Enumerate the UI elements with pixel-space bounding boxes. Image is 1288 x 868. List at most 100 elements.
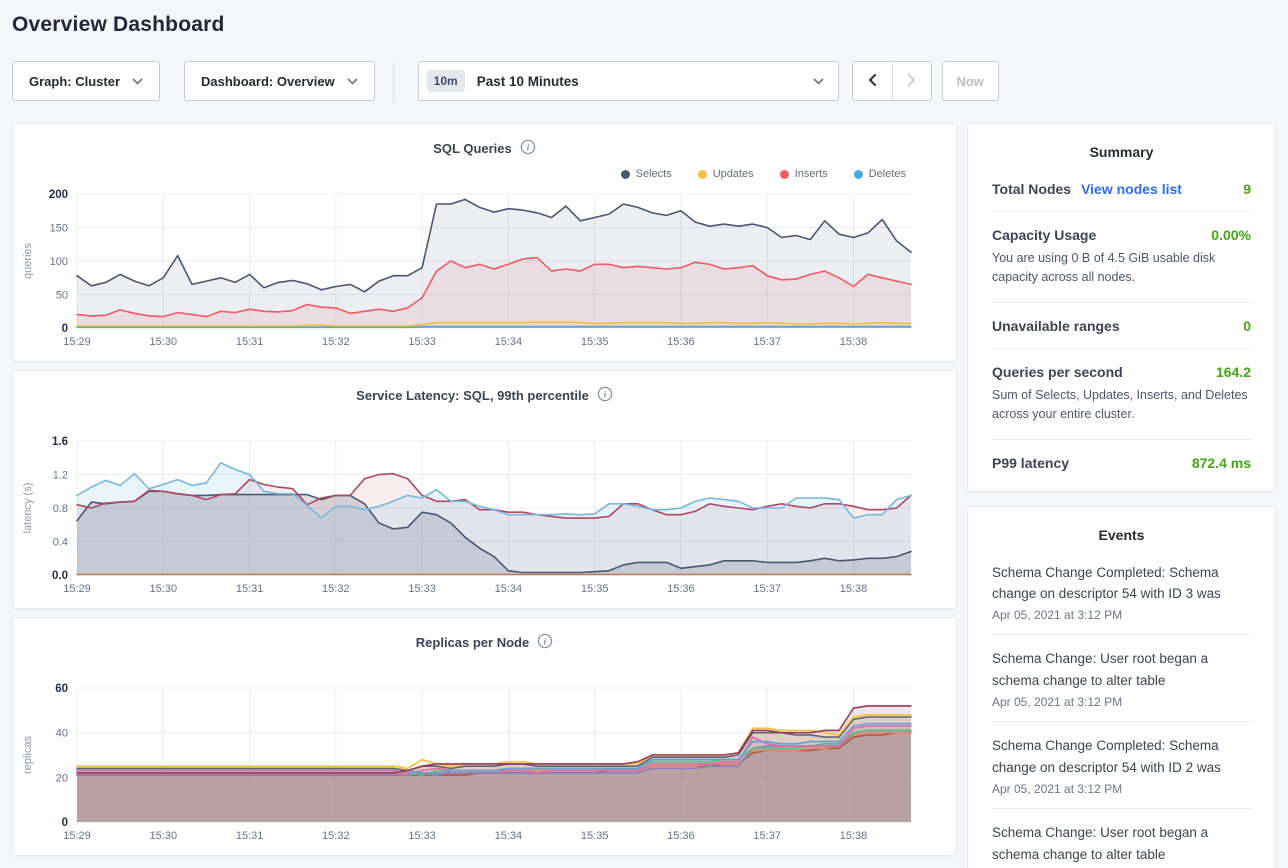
events-title: Events (1098, 526, 1145, 543)
chevron-down-icon (813, 77, 824, 85)
time-step-buttons (851, 61, 932, 101)
svg-text:15:31: 15:31 (236, 830, 264, 842)
svg-text:15:33: 15:33 (408, 336, 436, 348)
event-item: Schema Change: User root began a schema … (992, 809, 1251, 868)
chart-title: Service Latency: SQL, 99th percentile (356, 387, 589, 403)
summary-value: 872.4 ms (1191, 454, 1251, 471)
svg-text:0: 0 (62, 817, 68, 829)
chevron-left-icon (866, 73, 878, 90)
summary-label: Unavailable ranges (992, 317, 1120, 334)
summary-label: Total Nodes (992, 181, 1072, 197)
event-timestamp: Apr 05, 2021 at 3:12 PM (992, 608, 1123, 623)
chart-card-sql-queries: SQL Queries i Selects Updates Inserts Delet… (12, 123, 957, 362)
legend-dot (697, 169, 707, 179)
legend-item[interactable]: Selects (620, 166, 672, 182)
dashboard-dropdown-label: Dashboard: Overview (201, 73, 335, 89)
svg-text:15:31: 15:31 (236, 336, 264, 348)
chart-legend (13, 660, 906, 676)
page-title: Overview Dashboard (12, 13, 225, 36)
summary-row-total-nodes: Total Nodes View nodes list 9 (992, 166, 1251, 212)
graph-dropdown[interactable]: Graph: Cluster (12, 61, 161, 101)
svg-text:15:38: 15:38 (840, 830, 868, 842)
svg-text:0.0: 0.0 (52, 570, 68, 582)
svg-text:queries: queries (22, 242, 34, 279)
svg-text:15:33: 15:33 (408, 830, 436, 842)
info-icon[interactable]: i (597, 386, 613, 405)
replicas-per-node-chart[interactable]: 0 20 40 60 15:29 15:30 15:31 15:32 15:33 15:34 15:… (17, 680, 953, 848)
time-range-picker[interactable]: 10m Past 10 Minutes (417, 61, 839, 101)
chart-title: SQL Queries (433, 140, 512, 156)
svg-text:15:38: 15:38 (840, 336, 868, 348)
service-latency-chart[interactable]: 0.0 0.4 0.8 1.2 1.6 15:29 15:30 15:31 15:32 15:33… (17, 433, 953, 601)
legend-dot (853, 169, 863, 179)
legend-item[interactable]: Updates (697, 166, 754, 182)
summary-description: You are using 0 B of 4.5 GiB usable disk… (992, 251, 1216, 285)
info-icon[interactable]: i (537, 633, 553, 652)
legend-item[interactable]: Inserts (779, 166, 828, 182)
event-message: Schema Change: User root began a schema … (992, 824, 1209, 862)
svg-text:15:37: 15:37 (753, 583, 781, 595)
event-item: Schema Change Completed: Schema change o… (992, 722, 1251, 809)
summary-row-queries-per-second: Queries per second 164.2 Sum of Selects,… (992, 349, 1251, 440)
event-timestamp: Apr 05, 2021 at 3:12 PM (992, 694, 1123, 709)
svg-text:15:34: 15:34 (495, 583, 523, 595)
summary-label: Queries per second (992, 363, 1123, 380)
svg-text:15:37: 15:37 (753, 830, 781, 842)
svg-text:1.6: 1.6 (52, 436, 68, 448)
summary-row-unavailable-ranges: Unavailable ranges 0 (992, 303, 1251, 349)
prev-range-button[interactable] (852, 62, 892, 100)
svg-text:15:32: 15:32 (322, 336, 350, 348)
svg-text:15:38: 15:38 (840, 583, 868, 595)
svg-text:15:35: 15:35 (581, 336, 609, 348)
next-range-button[interactable] (891, 62, 931, 100)
summary-row-capacity-usage: Capacity Usage 0.00% You are using 0 B o… (992, 212, 1251, 303)
legend-item[interactable]: Deletes (853, 166, 906, 182)
svg-text:15:34: 15:34 (495, 336, 523, 348)
now-button[interactable]: Now (941, 61, 999, 101)
svg-text:15:30: 15:30 (150, 583, 178, 595)
chart-card-service-latency: Service Latency: SQL, 99th percentile i … (12, 370, 957, 609)
svg-text:15:34: 15:34 (495, 830, 523, 842)
summary-panel: Summary Total Nodes View nodes list 9 Ca… (967, 123, 1276, 492)
svg-text:15:35: 15:35 (581, 830, 609, 842)
event-item: Schema Change Completed: Schema change o… (992, 549, 1251, 636)
svg-text:replicas: replicas (22, 736, 34, 774)
svg-text:0.8: 0.8 (53, 503, 68, 515)
svg-text:15:36: 15:36 (667, 830, 695, 842)
svg-text:15:32: 15:32 (322, 583, 350, 595)
svg-text:20: 20 (56, 772, 68, 784)
dashboard-dropdown[interactable]: Dashboard: Overview (184, 61, 375, 101)
svg-text:15:31: 15:31 (236, 583, 264, 595)
summary-value: 164.2 (1215, 363, 1251, 380)
svg-text:15:36: 15:36 (667, 583, 695, 595)
info-icon[interactable]: i (520, 139, 536, 158)
time-range-badge: 10m (426, 70, 465, 92)
svg-text:15:37: 15:37 (753, 336, 781, 348)
svg-text:15:29: 15:29 (63, 336, 91, 348)
svg-text:i: i (604, 390, 607, 400)
svg-text:15:29: 15:29 (63, 583, 91, 595)
svg-text:15:30: 15:30 (150, 336, 178, 348)
svg-text:15:35: 15:35 (581, 583, 609, 595)
svg-text:i: i (544, 637, 547, 647)
summary-value: 0 (1243, 317, 1251, 334)
sidebar: Summary Total Nodes View nodes list 9 Ca… (967, 123, 1276, 868)
summary-row-p99-latency: P99 latency 872.4 ms (992, 440, 1251, 485)
view-nodes-list-link[interactable]: View nodes list (1081, 181, 1182, 197)
toolbar: Graph: Cluster Dashboard: Overview 10m P… (12, 61, 1276, 101)
legend-dot (620, 169, 630, 179)
event-timestamp: Apr 05, 2021 at 3:12 PM (992, 781, 1123, 796)
legend-label: Updates (712, 168, 754, 180)
sql-queries-chart[interactable]: 0 50 100 150 200 15:29 15:30 15:31 15:32 15:33 15:… (17, 186, 953, 354)
svg-text:i: i (526, 143, 529, 153)
summary-value: 0.00% (1211, 227, 1251, 243)
svg-text:15:33: 15:33 (408, 583, 436, 595)
summary-label: P99 latency (992, 454, 1070, 471)
event-message: Schema Change Completed: Schema change o… (992, 564, 1221, 602)
legend-label: Inserts (794, 168, 828, 180)
time-range-label: Past 10 Minutes (476, 73, 579, 89)
svg-text:200: 200 (49, 189, 68, 201)
legend-label: Deletes (868, 168, 906, 180)
svg-text:15:30: 15:30 (150, 830, 178, 842)
svg-text:1.2: 1.2 (53, 470, 68, 482)
